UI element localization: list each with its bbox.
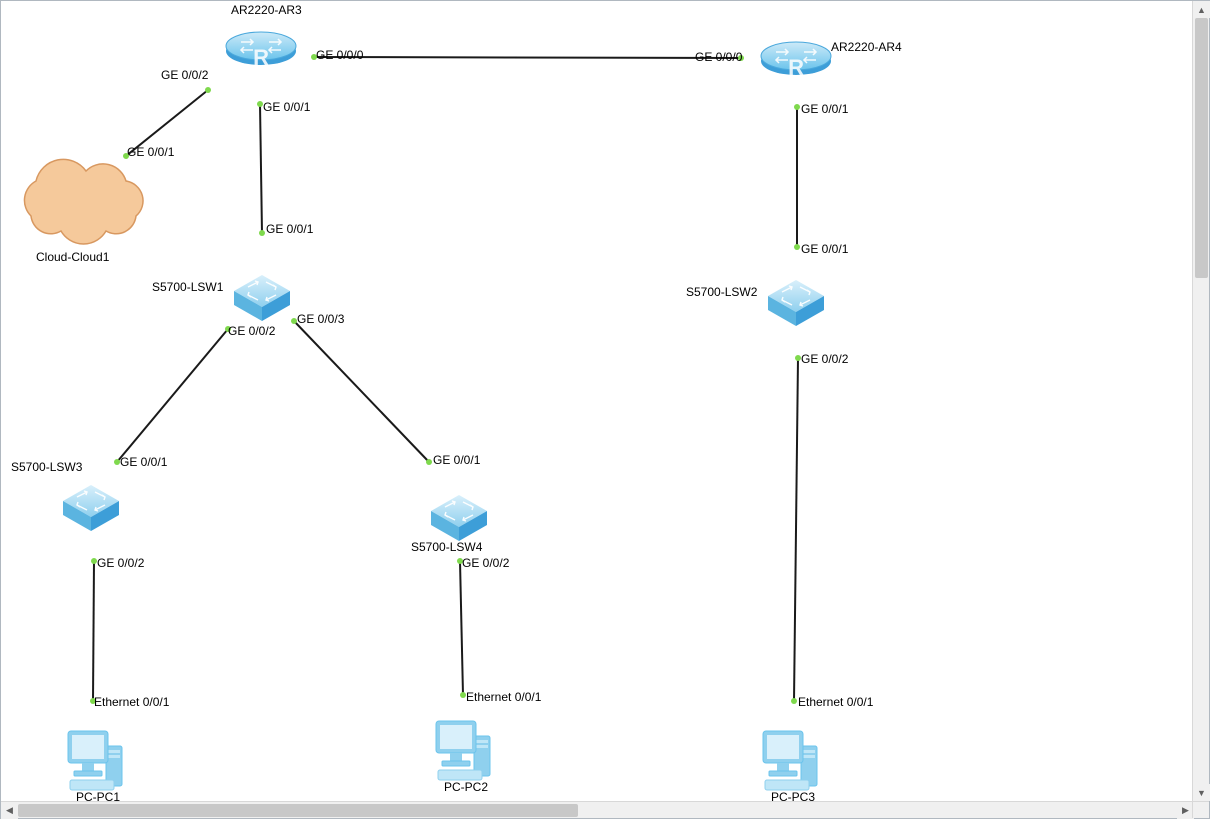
port-label: GE 0/0/1: [263, 100, 311, 114]
device-label: S5700-LSW4: [411, 540, 483, 554]
topology-link[interactable]: [93, 561, 94, 701]
switch-icon: [431, 495, 487, 541]
port-label: GE 0/0/1: [801, 242, 849, 256]
topology-link[interactable]: [260, 104, 262, 233]
vertical-scroll-thumb[interactable]: [1195, 18, 1208, 278]
port-dot: [794, 104, 800, 110]
horizontal-scrollbar[interactable]: ◀ ▶: [1, 801, 1194, 818]
device-router_ar4[interactable]: [761, 42, 831, 80]
device-label: PC-PC1: [76, 790, 120, 801]
device-switch_lsw1[interactable]: [234, 275, 290, 321]
device-label: PC-PC3: [771, 790, 815, 801]
port-label: GE 0/0/2: [801, 352, 849, 366]
device-router_ar3[interactable]: [226, 32, 296, 70]
links-layer: [93, 57, 798, 701]
scroll-up-button[interactable]: ▲: [1193, 1, 1210, 18]
port-label: Ethernet 0/0/1: [798, 695, 874, 709]
device-label: AR2220-AR3: [231, 3, 302, 17]
topology-link[interactable]: [314, 57, 741, 58]
port-label: GE 0/0/1: [120, 455, 168, 469]
device-label: S5700-LSW2: [686, 285, 758, 299]
scrollbar-corner: [1192, 801, 1209, 818]
port-dot: [794, 244, 800, 250]
device-label: S5700-LSW3: [11, 460, 83, 474]
port-label: GE 0/0/0: [695, 50, 743, 64]
pc-icon: [436, 721, 490, 780]
topology-link[interactable]: [794, 358, 798, 701]
port-dot: [791, 698, 797, 704]
pc-icon: [68, 731, 122, 790]
port-label: Ethernet 0/0/1: [94, 695, 170, 709]
horizontal-scroll-thumb[interactable]: [18, 804, 578, 817]
port-dot: [426, 459, 432, 465]
device-label: AR2220-AR4: [831, 40, 902, 54]
port-label: Ethernet 0/0/1: [466, 690, 542, 704]
device-pc2[interactable]: [436, 721, 490, 780]
port-label: GE 0/0/2: [161, 68, 209, 82]
device-pc3[interactable]: [763, 731, 817, 790]
switch-icon: [63, 485, 119, 531]
ports-layer: GE 0/0/2 GE 0/0/1 GE 0/0/0 GE 0/0/0 GE 0/0/1…: [90, 48, 874, 709]
switch-icon: [234, 275, 290, 321]
device-pc1[interactable]: [68, 731, 122, 790]
port-label: GE 0/0/2: [228, 324, 276, 338]
port-label: GE 0/0/1: [801, 102, 849, 116]
scroll-down-button[interactable]: ▼: [1193, 784, 1210, 801]
device-cloud1[interactable]: [24, 159, 143, 244]
port-label: GE 0/0/1: [433, 453, 481, 467]
topology-link[interactable]: [294, 321, 429, 462]
app-viewport: R: [0, 0, 1210, 819]
port-label: GE 0/0/1: [266, 222, 314, 236]
port-label: GE 0/0/0: [316, 48, 364, 62]
topology-canvas[interactable]: R: [1, 1, 1194, 801]
topology-link[interactable]: [460, 561, 463, 695]
device-label: S5700-LSW1: [152, 280, 224, 294]
port-dot: [205, 87, 211, 93]
port-label: GE 0/0/2: [97, 556, 145, 570]
cloud-icon: [24, 159, 143, 244]
device-switch_lsw3[interactable]: [63, 485, 119, 531]
pc-icon: [763, 731, 817, 790]
port-label: GE 0/0/1: [127, 145, 175, 159]
scroll-left-button[interactable]: ◀: [1, 802, 18, 819]
devices-layer: AR2220-AR3 AR2220-AR4 Cloud-Cloud1 S5700-LS…: [11, 3, 902, 801]
switch-icon: [768, 280, 824, 326]
vertical-scrollbar[interactable]: ▲ ▼: [1192, 1, 1209, 801]
router-icon: [226, 32, 296, 70]
device-label: Cloud-Cloud1: [36, 250, 110, 264]
port-label: GE 0/0/2: [462, 556, 510, 570]
device-switch_lsw2[interactable]: [768, 280, 824, 326]
device-label: PC-PC2: [444, 780, 488, 794]
port-label: GE 0/0/3: [297, 312, 345, 326]
router-icon: [761, 42, 831, 80]
topology-link[interactable]: [117, 329, 228, 462]
port-dot: [259, 230, 265, 236]
device-switch_lsw4[interactable]: [431, 495, 487, 541]
